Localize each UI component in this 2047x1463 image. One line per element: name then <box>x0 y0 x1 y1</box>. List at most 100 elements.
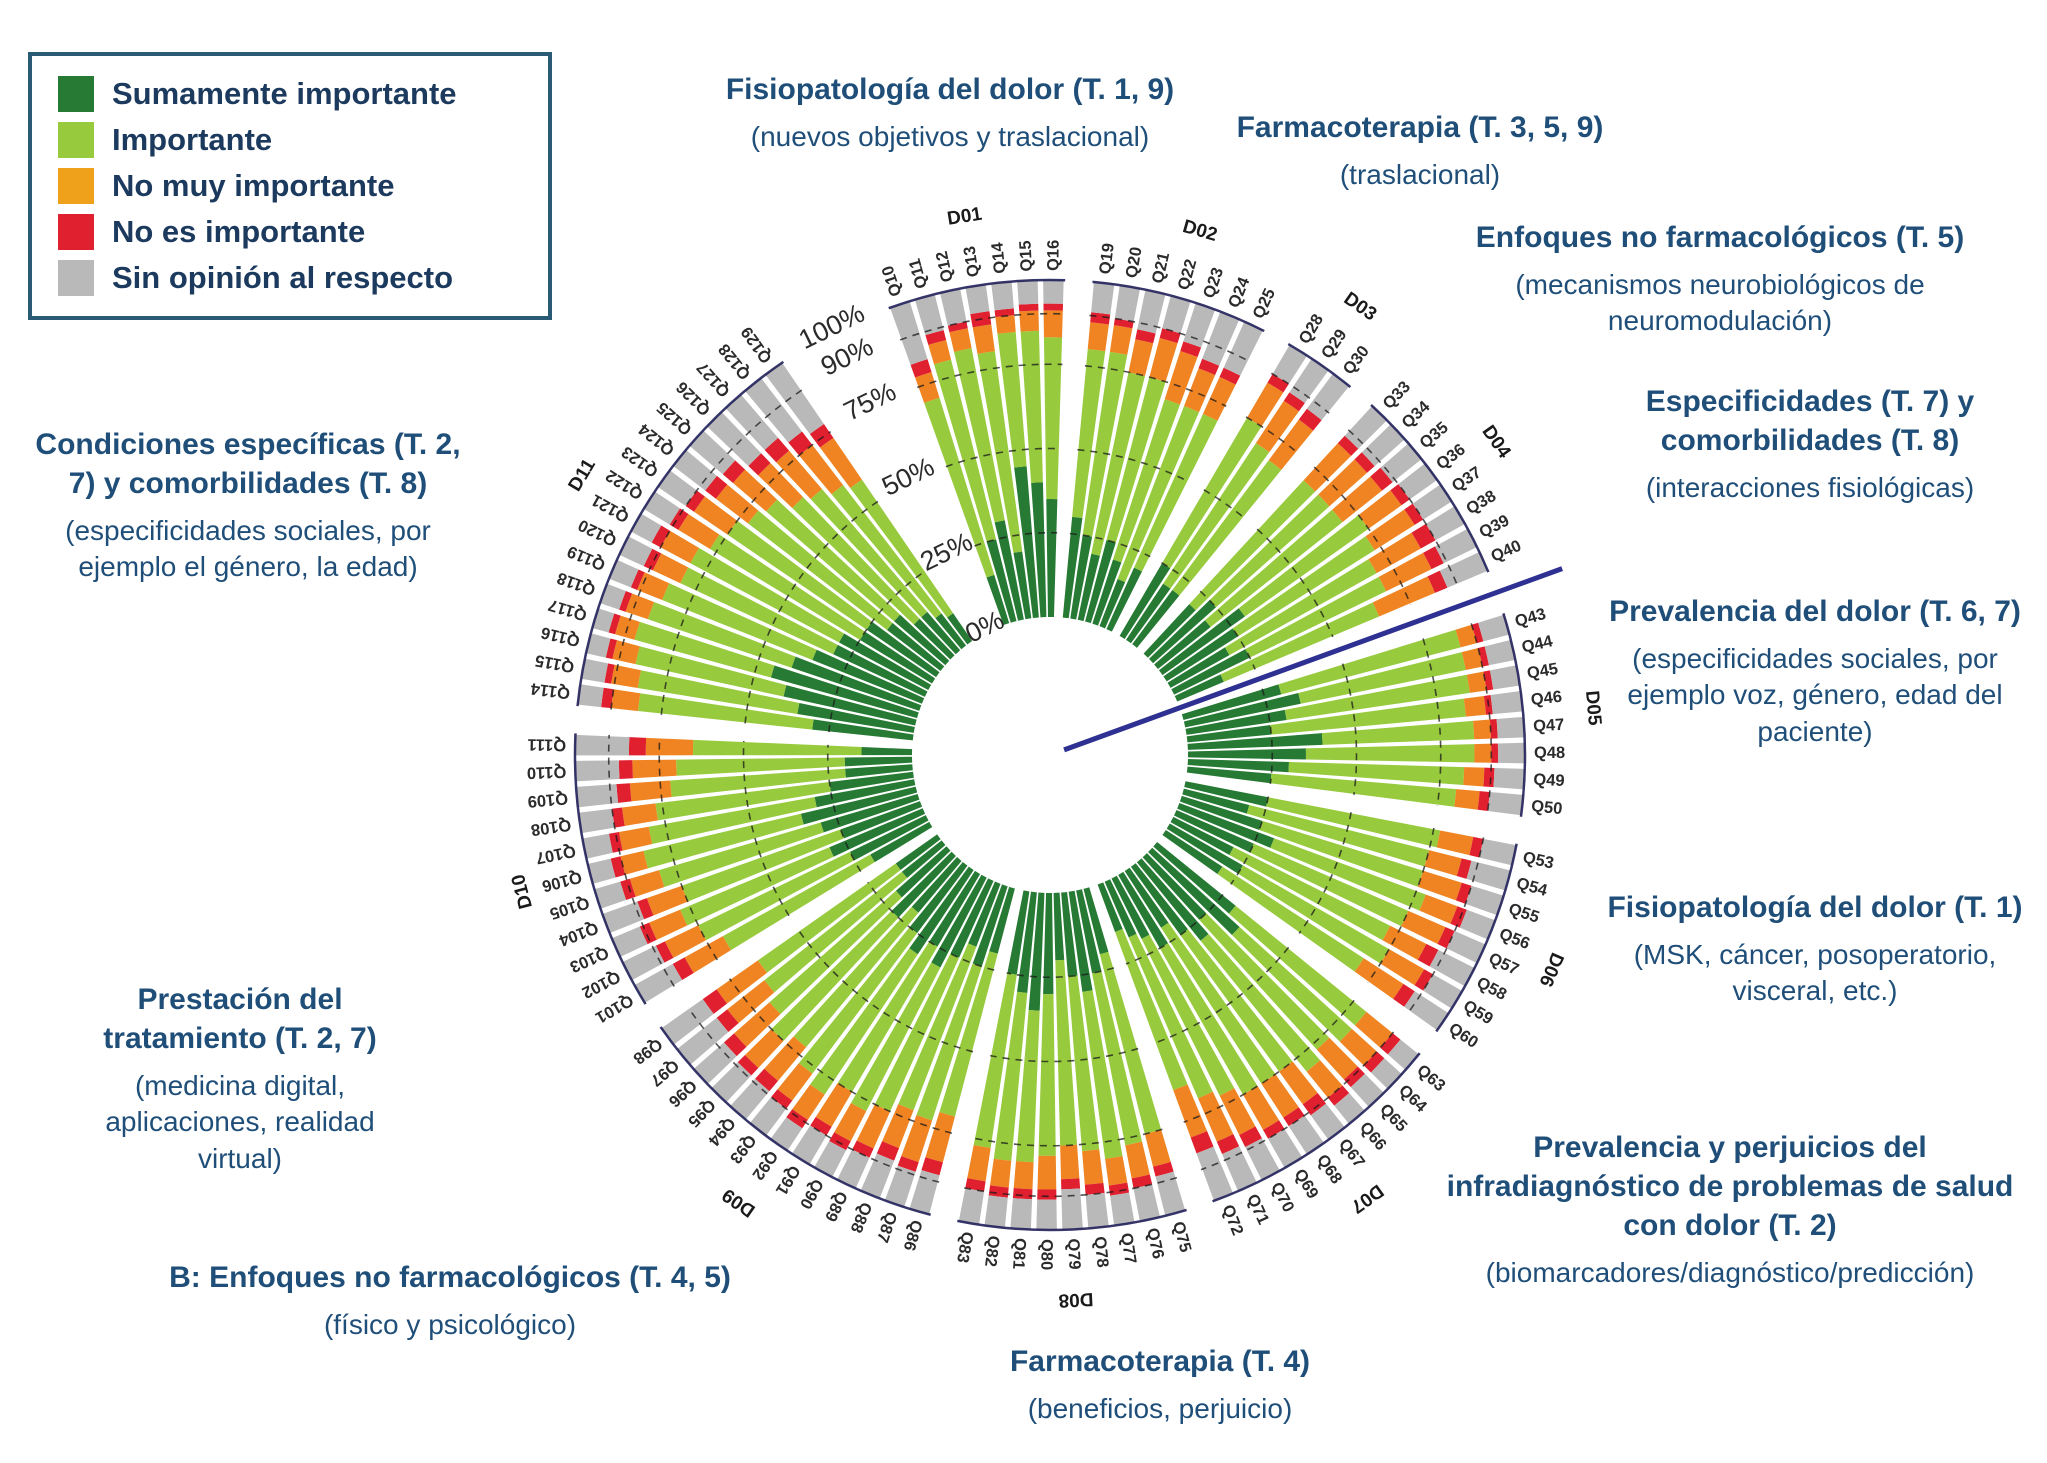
gridline-arc <box>1256 528 1334 638</box>
question-label: Q59 <box>1460 997 1496 1029</box>
bar-segment-Q126 <box>792 497 920 625</box>
bar-segment-Q49 <box>1288 761 1465 785</box>
bar-segment-Q38 <box>1224 559 1377 656</box>
bar-segment-Q72 <box>1115 928 1188 1091</box>
annotation-title: Farmacoterapia (T. 4) <box>1009 1345 1311 1378</box>
bar-segment-Q98 <box>661 999 714 1045</box>
bar-segment-Q96 <box>723 1033 747 1057</box>
question-label: Q37 <box>1449 463 1485 495</box>
bar-segment-Q53 <box>1436 830 1474 856</box>
bar-segment-Q25 <box>1202 376 1236 421</box>
gridline-arc <box>744 500 879 724</box>
bar-segment-Q44 <box>1478 646 1489 667</box>
bar-segment-Q110 <box>844 756 913 767</box>
bar-segment-Q77 <box>1082 990 1123 1159</box>
bar-segment-Q55 <box>1455 882 1472 904</box>
question-label: Q24 <box>1225 274 1254 310</box>
bar-segment-Q19 <box>1087 322 1109 352</box>
bar-segment-Q127 <box>810 489 928 618</box>
legend-swatch-sin-opinion <box>58 260 94 296</box>
gridline-arc <box>1470 623 1493 813</box>
bar-segment-Q82 <box>1017 891 1037 994</box>
gridline-arc <box>1347 429 1458 586</box>
bar-segment-Q88 <box>898 943 977 1111</box>
bar-segment-Q76 <box>1133 1184 1160 1222</box>
question-label: Q55 <box>1506 900 1541 927</box>
bar-segment-Q125 <box>722 460 746 483</box>
bar-segment-Q97 <box>676 1017 729 1065</box>
gridline-arc <box>917 363 1063 389</box>
radial-tick-label: 75% <box>839 376 901 427</box>
bar-segment-Q56 <box>1459 909 1496 940</box>
bar-segment-Q120 <box>619 536 653 567</box>
legend-label: Sumamente importante <box>112 76 457 111</box>
question-label: Q49 <box>1533 771 1565 791</box>
bar-segment-Q65 <box>1350 1073 1384 1108</box>
bar-segment-Q81 <box>1012 1188 1033 1200</box>
bar-segment-Q49 <box>1483 767 1495 788</box>
bar-segment-Q122 <box>643 491 681 525</box>
gridline-arc <box>1089 314 1250 362</box>
bar-segment-Q116 <box>586 633 611 658</box>
bar-segment-Q76 <box>1076 889 1102 974</box>
bar-segment-Q37 <box>1232 536 1375 637</box>
bar-segment-Q34 <box>1149 600 1217 664</box>
bar-segment-Q50 <box>1270 773 1457 807</box>
bar-segment-Q97 <box>764 871 908 993</box>
domain-label: D04 <box>1478 422 1515 463</box>
question-label: Q50 <box>1530 797 1563 818</box>
bar-segment-Q119 <box>608 559 639 588</box>
bar-segment-Q119 <box>662 583 817 660</box>
bar-segment-Q121 <box>690 547 845 643</box>
question-label: Q76 <box>1143 1226 1167 1260</box>
bar-segment-Q13 <box>965 284 990 315</box>
bar-segment-Q124 <box>705 475 728 499</box>
bar-segment-Q40 <box>1372 576 1435 617</box>
bar-segment-Q10 <box>986 574 1010 626</box>
bar-segment-Q63 <box>1380 1033 1401 1055</box>
bar-segment-Q108 <box>611 807 625 828</box>
bar-segment-Q46 <box>1490 690 1523 715</box>
question-label: Q72 <box>1218 1202 1246 1238</box>
bar-segment-Q104 <box>681 829 844 902</box>
question-label: Q39 <box>1476 511 1512 541</box>
gridline-arc <box>607 734 675 987</box>
bar-segment-Q122 <box>859 631 936 684</box>
bar-segment-Q97 <box>727 980 775 1024</box>
bar-segment-Q46 <box>1270 698 1466 735</box>
bar-segment-Q95 <box>745 1029 784 1068</box>
outer-edge-arc <box>659 1026 931 1216</box>
bar-segment-Q54 <box>1424 850 1462 877</box>
bar-segment-Q97 <box>716 1009 739 1032</box>
bar-segment-Q30 <box>1268 419 1314 470</box>
bar-segment-Q15 <box>1020 330 1043 483</box>
bar-segment-Q118 <box>599 583 626 610</box>
annotation-title: Prevalencia y perjuicios del infradiagnó… <box>1446 1131 2014 1242</box>
bar-segment-Q123 <box>866 621 940 678</box>
legend-label: No es importante <box>112 214 366 249</box>
bar-segment-Q121 <box>660 530 699 564</box>
annotation-title: Enfoques no farmacológicos (T. 5) <box>1475 221 1965 254</box>
bar-segment-Q86 <box>909 1170 940 1215</box>
gridline-arc <box>798 930 974 1053</box>
bar-segment-Q48 <box>1305 744 1475 763</box>
question-label: Q109 <box>527 789 569 811</box>
bar-segment-Q14 <box>1014 466 1039 619</box>
bar-segment-Q76 <box>1092 971 1143 1146</box>
bar-segment-Q16 <box>1043 303 1063 311</box>
bar-segment-Q114 <box>601 687 614 709</box>
bar-segment-Q33 <box>1189 480 1316 611</box>
bar-segment-Q124 <box>715 484 759 524</box>
bar-segment-Q72 <box>1190 1131 1214 1154</box>
question-label: Q21 <box>1149 251 1173 285</box>
bar-segment-Q55 <box>1179 795 1263 830</box>
bar-segment-Q37 <box>1365 509 1415 551</box>
bar-segment-Q24 <box>1202 311 1240 366</box>
bar-segment-Q35 <box>1380 443 1422 483</box>
bar-segment-Q90 <box>931 874 987 968</box>
bar-segment-Q116 <box>605 638 617 660</box>
bar-segment-Q60 <box>1162 830 1223 875</box>
radial-tick-label: 50% <box>877 451 939 502</box>
bar-segment-Q79 <box>1061 1188 1083 1230</box>
